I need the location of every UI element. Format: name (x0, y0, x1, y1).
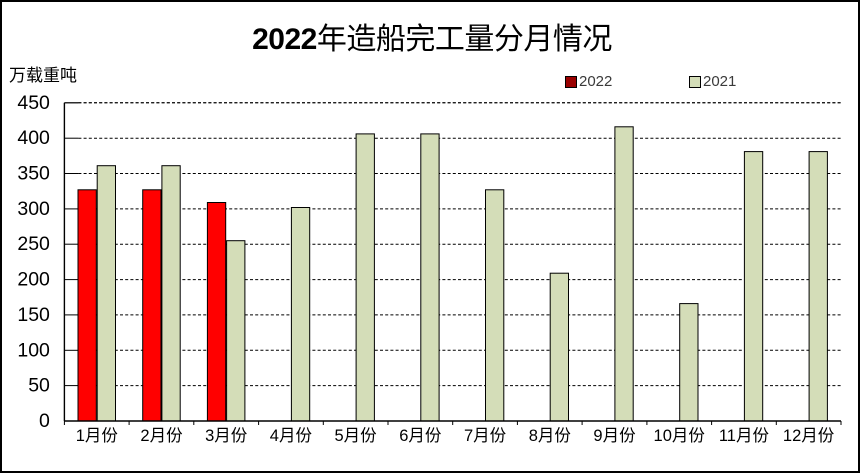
svg-text:0: 0 (39, 410, 50, 432)
svg-text:300: 300 (17, 198, 50, 220)
svg-text:3月份: 3月份 (205, 426, 248, 445)
svg-text:7月份: 7月份 (464, 426, 507, 445)
svg-text:4月份: 4月份 (270, 426, 313, 445)
svg-text:10月份: 10月份 (654, 426, 706, 445)
svg-text:5月份: 5月份 (335, 426, 378, 445)
svg-text:6月份: 6月份 (399, 426, 442, 445)
svg-text:150: 150 (17, 304, 50, 326)
svg-text:11月份: 11月份 (719, 426, 770, 445)
svg-text:8月份: 8月份 (529, 426, 572, 445)
svg-text:1月份: 1月份 (76, 426, 119, 445)
svg-text:450: 450 (17, 92, 50, 114)
svg-text:350: 350 (17, 163, 50, 185)
svg-text:400: 400 (17, 127, 50, 149)
svg-text:9月份: 9月份 (593, 426, 636, 445)
svg-text:100: 100 (17, 339, 50, 361)
svg-text:12月份: 12月份 (783, 426, 835, 445)
svg-text:2月份: 2月份 (140, 426, 183, 445)
svg-text:250: 250 (17, 233, 50, 255)
svg-text:50: 50 (28, 375, 50, 397)
svg-text:200: 200 (17, 269, 50, 291)
